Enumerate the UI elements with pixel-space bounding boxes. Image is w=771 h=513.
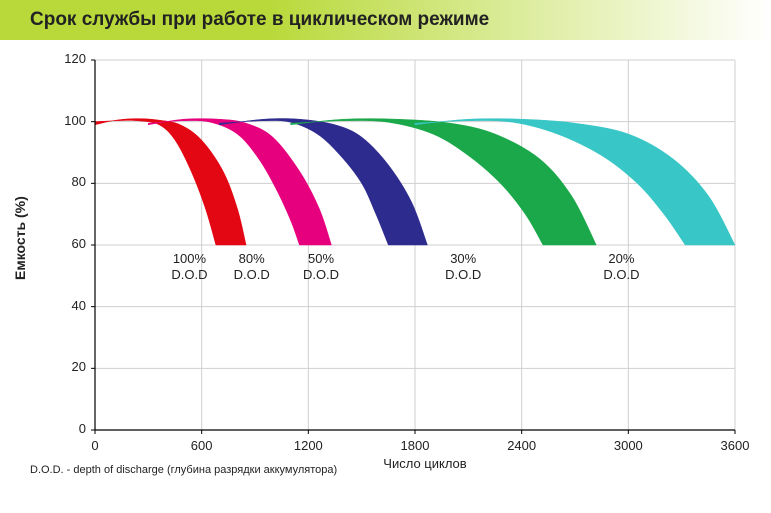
chart-area: 020406080100120060012001800240030003600Е… — [0, 40, 771, 480]
x-tick-label: 0 — [65, 438, 125, 453]
x-axis-label: Число циклов — [355, 456, 495, 471]
y-axis-label: Емкость (%) — [12, 196, 28, 280]
series-label-80-d-o-d: 80%D.O.D — [212, 251, 292, 284]
chart-footnote: D.O.D. - depth of discharge (глубина раз… — [30, 464, 337, 476]
x-tick-label: 3600 — [705, 438, 765, 453]
x-tick-label: 3000 — [598, 438, 658, 453]
chart-title: Срок службы при работе в циклическом реж… — [30, 9, 489, 31]
y-tick-label: 0 — [50, 421, 86, 436]
series-label-50-d-o-d: 50%D.O.D — [281, 251, 361, 284]
x-tick-label: 1800 — [385, 438, 445, 453]
chart-header: Срок службы при работе в циклическом реж… — [0, 0, 771, 40]
y-tick-label: 60 — [50, 236, 86, 251]
x-tick-label: 1200 — [278, 438, 338, 453]
y-tick-label: 120 — [50, 51, 86, 66]
series-label-20-d-o-d: 20%D.O.D — [581, 251, 661, 284]
y-tick-label: 20 — [50, 359, 86, 374]
y-tick-label: 100 — [50, 113, 86, 128]
y-tick-label: 40 — [50, 298, 86, 313]
y-tick-label: 80 — [50, 174, 86, 189]
x-tick-label: 2400 — [492, 438, 552, 453]
x-tick-label: 600 — [172, 438, 232, 453]
series-label-30-d-o-d: 30%D.O.D — [423, 251, 503, 284]
